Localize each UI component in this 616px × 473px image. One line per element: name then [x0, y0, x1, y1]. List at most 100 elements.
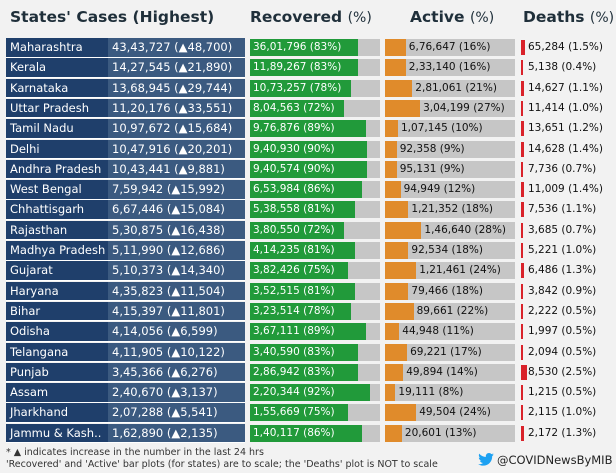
recovered-track: 11,89,267 (83%)	[250, 59, 380, 77]
deaths-label: 3,842 (0.9%)	[528, 284, 597, 297]
recovered-bar	[250, 424, 362, 442]
active-bar	[385, 282, 409, 300]
recovered-bar	[250, 404, 348, 422]
table-row: Assam 2,40,670 (▲3,137) 2,20,344 (92%) 19,1…	[0, 383, 616, 403]
active-label: 89,661 (22%)	[416, 304, 489, 317]
table-row: Tamil Nadu 10,97,672 (▲15,684) 9,76,876 (8…	[0, 119, 616, 139]
state-name: Telangana	[6, 342, 108, 362]
recovered-bar	[250, 343, 358, 361]
recovered-track: 9,40,930 (90%)	[250, 140, 380, 158]
state-cases: 4,15,397 (▲11,801)	[108, 301, 245, 322]
recovered-label: 3,80,550 (72%)	[253, 223, 335, 236]
table-row: Karnataka 13,68,945 (▲29,744) 10,73,257 (7…	[0, 78, 616, 99]
recovered-bar	[250, 262, 348, 280]
recovered-label: 5,38,558 (81%)	[253, 203, 335, 216]
table-row: Maharashtra 43,43,727 (▲48,700) 36,01,796 …	[0, 38, 616, 58]
active-track: 92,534 (18%)	[385, 242, 515, 259]
recovered-track: 3,67,111 (89%)	[250, 323, 380, 341]
deaths-bar	[521, 405, 524, 421]
active-bar	[385, 384, 396, 402]
deaths-bar	[521, 161, 523, 177]
deaths-label: 1,215 (0.5%)	[528, 386, 597, 399]
deaths-bar	[521, 100, 524, 116]
recovered-track: 5,38,558 (81%)	[250, 201, 380, 219]
state-cases: 5,30,875 (▲16,438)	[108, 220, 245, 241]
active-track: 95,131 (9%)	[385, 160, 515, 178]
active-label: 1,21,352 (18%)	[411, 203, 494, 216]
active-label: 1,21,461 (24%)	[419, 264, 501, 277]
deaths-label: 7,536 (1.1%)	[528, 203, 597, 216]
active-bar	[385, 404, 417, 422]
active-bar	[385, 242, 409, 259]
state-name: Uttar Pradesh	[6, 98, 108, 119]
state-name: West Bengal	[6, 180, 108, 200]
deaths-label: 5,138 (0.4%)	[528, 61, 597, 74]
deaths-label: 11,009 (1.4%)	[528, 183, 603, 196]
active-track: 92,358 (9%)	[385, 140, 515, 158]
deaths-label: 1,997 (0.5%)	[528, 325, 597, 338]
table-row: Kerala 14,27,545 (▲21,890) 11,89,267 (83%)…	[0, 58, 616, 78]
header-deaths-unit: (%)	[589, 10, 615, 26]
state-cases: 1,62,890 (▲2,135)	[108, 423, 245, 444]
recovered-track: 4,14,235 (81%)	[250, 242, 380, 259]
active-bar	[385, 221, 422, 239]
state-cases: 6,67,446 (▲15,084)	[108, 200, 245, 220]
recovered-label: 3,52,515 (81%)	[253, 284, 335, 297]
deaths-label: 7,736 (0.7%)	[528, 162, 597, 175]
recovered-track: 10,73,257 (78%)	[250, 79, 380, 97]
deaths-bar	[521, 60, 523, 76]
active-track: 79,466 (18%)	[385, 282, 515, 300]
active-bar	[385, 140, 397, 158]
recovered-track: 3,23,514 (78%)	[250, 302, 380, 320]
state-cases: 13,68,945 (▲29,744)	[108, 78, 245, 99]
active-track: 1,21,461 (24%)	[385, 262, 515, 280]
deaths-bar	[521, 182, 525, 198]
deaths-bar	[521, 324, 523, 340]
active-label: 92,358 (9%)	[399, 142, 465, 155]
recovered-label: 10,73,257 (78%)	[253, 81, 342, 94]
state-cases: 14,27,545 (▲21,890)	[108, 58, 245, 78]
active-bar	[385, 160, 397, 178]
deaths-bar	[521, 80, 524, 96]
recovered-track: 9,76,876 (89%)	[250, 120, 380, 138]
active-bar	[385, 99, 421, 117]
state-cases: 5,11,990 (▲12,686)	[108, 241, 245, 261]
active-bar	[385, 363, 404, 381]
state-cases: 43,43,727 (▲48,700)	[108, 38, 245, 58]
active-label: 6,76,647 (16%)	[408, 41, 491, 53]
header-deaths: Deaths (%)	[523, 8, 614, 26]
footer-note-increase: * ▲ indicates increase in the number in …	[6, 447, 264, 458]
active-track: 69,221 (17%)	[385, 343, 515, 361]
active-label: 1,07,145 (10%)	[401, 122, 483, 135]
twitter-handle: @COVIDNewsByMIB	[497, 453, 613, 467]
recovered-label: 8,04,563 (72%)	[253, 101, 335, 114]
table-row: West Bengal 7,59,942 (▲15,992) 6,53,984 (8…	[0, 180, 616, 200]
active-bar	[385, 59, 406, 77]
state-cases: 4,35,823 (▲11,504)	[108, 281, 245, 302]
recovered-bar	[250, 384, 370, 402]
recovered-label: 3,67,111 (89%)	[253, 325, 335, 338]
table-row: Odisha 4,14,056 (▲6,599) 3,67,111 (89%) 44,…	[0, 322, 616, 342]
state-name: Gujarat	[6, 261, 108, 281]
active-label: 2,33,140 (16%)	[408, 61, 491, 74]
deaths-bar	[521, 303, 523, 319]
table-row: Jharkhand 2,07,288 (▲5,541) 1,55,669 (75%)…	[0, 403, 616, 423]
state-name: Jammu & Kash..	[6, 423, 108, 444]
deaths-label: 2,172 (1.3%)	[528, 426, 597, 439]
active-bar	[385, 262, 417, 280]
deaths-label: 2,115 (1.0%)	[528, 406, 597, 419]
state-name: Chhattisgarh	[6, 200, 108, 220]
active-track: 2,33,140 (16%)	[385, 59, 515, 77]
table-header: States' Cases (Highest) Recovered (%) Ac…	[0, 0, 616, 38]
header-recovered-unit: (%)	[347, 10, 372, 26]
state-name: Kerala	[6, 58, 108, 78]
active-label: 69,221 (17%)	[410, 345, 482, 358]
recovered-label: 2,20,344 (92%)	[253, 386, 335, 399]
active-track: 1,46,640 (28%)	[385, 221, 515, 239]
deaths-bar	[521, 364, 527, 380]
recovered-bar	[250, 221, 344, 239]
active-label: 3,04,199 (27%)	[423, 101, 505, 114]
deaths-label: 14,627 (1.1%)	[528, 81, 603, 94]
deaths-bar	[521, 385, 523, 401]
active-track: 44,948 (11%)	[385, 323, 515, 341]
